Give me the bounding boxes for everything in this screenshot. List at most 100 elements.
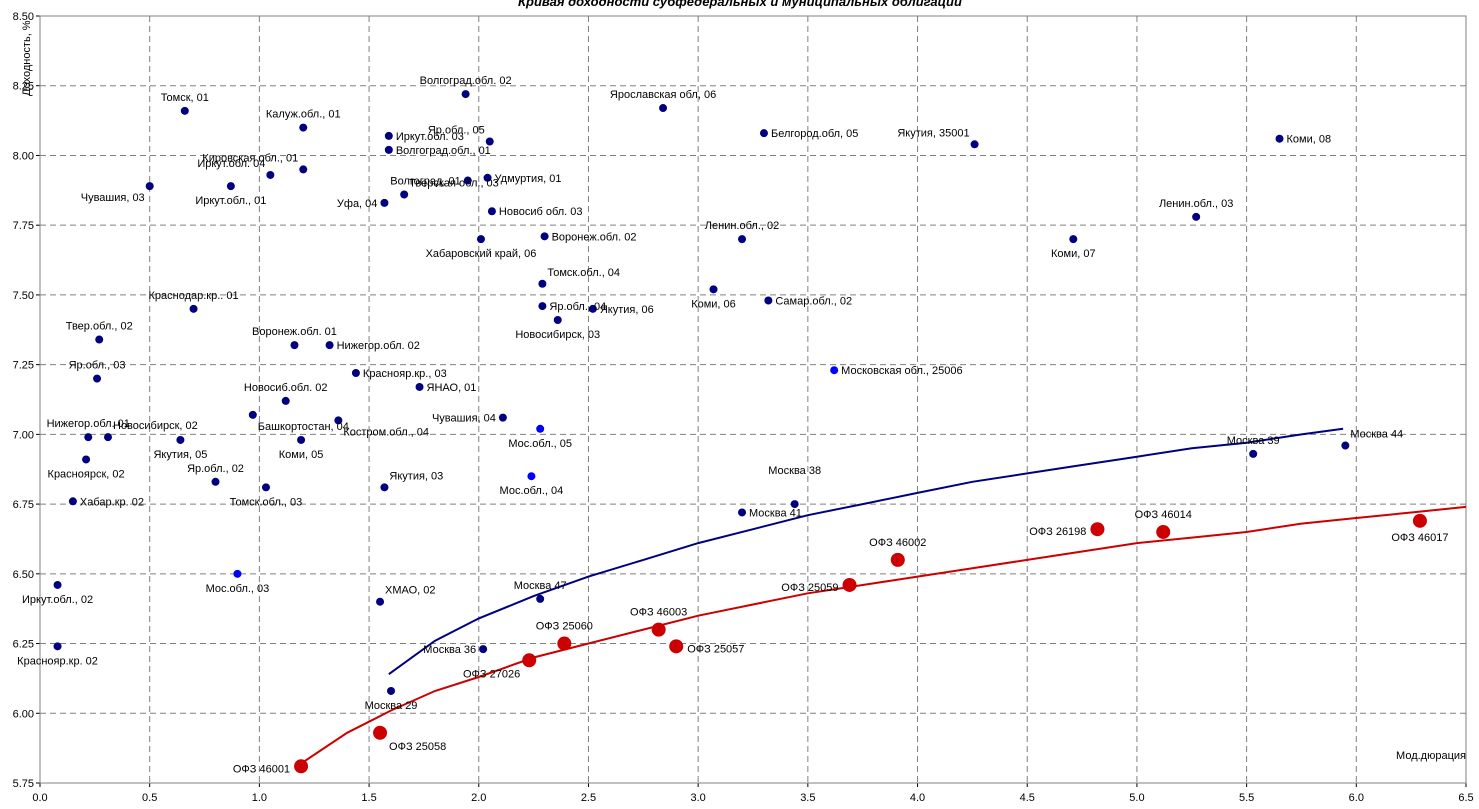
regional-point	[538, 302, 547, 311]
y-axis-label: Доходность, %	[21, 20, 33, 96]
regional-point	[299, 123, 308, 132]
chart-title: Кривая доходности субфедеральных и муниц…	[518, 0, 962, 9]
ofz-point	[669, 639, 684, 654]
point-label: Коми, 05	[279, 449, 324, 461]
regional-point	[659, 104, 668, 113]
regional-point	[68, 497, 77, 506]
point-label: Якутия, 35001	[897, 127, 969, 139]
point-label: Хабар.кр. 02	[80, 496, 144, 508]
regional-point	[380, 483, 389, 492]
x-tick-label: 2.5	[581, 792, 596, 804]
point-label: Мос.обл., 04	[500, 485, 564, 497]
x-tick-label: 6.5	[1458, 792, 1473, 804]
x-tick-label: 0.5	[142, 792, 157, 804]
regional-point	[536, 594, 545, 603]
point-label: Яр.обл., 05	[428, 125, 485, 137]
point-label: Краснояр.кр. 02	[17, 655, 98, 667]
point-label: Волгоград.обл., 01	[396, 145, 491, 157]
point-label: Тверская обл., 03	[409, 178, 499, 190]
regional-point	[709, 285, 718, 294]
y-tick-label: 6.75	[13, 499, 34, 511]
regional-point	[53, 580, 62, 589]
regional-point	[400, 190, 409, 199]
regional-point	[1069, 235, 1078, 244]
regional-point	[325, 341, 334, 350]
regional-point	[351, 369, 360, 378]
regional-point	[498, 413, 507, 422]
x-tick-label: 3.5	[800, 792, 815, 804]
point-label: Москва 29	[365, 700, 418, 712]
point-label: ОФЗ 25058	[389, 741, 446, 753]
y-tick-label: 7.00	[13, 429, 34, 441]
regional-point	[588, 304, 597, 313]
point-label: Краснодар.кр.. 01	[148, 290, 238, 302]
point-label: Кировская обл., 01	[202, 152, 298, 164]
ofz-point	[890, 552, 905, 567]
point-label: ОФЗ 25060	[536, 621, 593, 633]
y-tick-label: 6.50	[13, 569, 34, 581]
y-tick-label: 7.75	[13, 220, 34, 232]
point-label: ОФЗ 46001	[233, 763, 290, 775]
ofz-point	[294, 759, 309, 774]
point-label: Иркут.обл., 02	[22, 594, 93, 606]
point-label: Иркут.обл. 03	[396, 131, 464, 143]
regional-point	[82, 455, 91, 464]
point-label: ОФЗ 46003	[630, 607, 687, 619]
y-tick-label: 8.25	[13, 81, 34, 93]
x-tick-label: 1.0	[252, 792, 267, 804]
trend-curves	[300, 427, 1467, 765]
regional-point	[266, 170, 275, 179]
point-label: ОФЗ 25057	[687, 643, 744, 655]
x-tick-label: 1.5	[361, 792, 376, 804]
regional-point	[738, 508, 747, 517]
regional-point	[248, 410, 257, 419]
x-tick-label: 3.0	[691, 792, 706, 804]
point-label: Яр.обл., 02	[187, 463, 244, 475]
y-tick-label: 5.75	[13, 778, 34, 790]
regional-point	[297, 435, 306, 444]
x-tick-label: 4.0	[910, 792, 925, 804]
point-labels: Томск, 01 Волгоград.обл. 02 Ярославская об…	[17, 75, 1448, 775]
regional-point	[1275, 134, 1284, 143]
point-label: ЯНАО, 01	[427, 382, 477, 394]
data-points	[53, 90, 1427, 774]
regional-point	[485, 137, 494, 146]
point-label: Якутия, 03	[389, 470, 443, 482]
point-label: Москва 39	[1227, 435, 1280, 447]
regional-point	[387, 686, 396, 695]
regional-point	[380, 198, 389, 207]
point-label: Москва 44	[1350, 429, 1403, 441]
regional-point	[176, 435, 185, 444]
moscow-region-point	[527, 472, 536, 481]
point-label: Москва 47	[514, 580, 567, 592]
point-label: Коми, 08	[1287, 134, 1332, 146]
regional-point	[463, 176, 472, 185]
regional-point	[1341, 441, 1350, 450]
plot-area-border	[39, 15, 1467, 784]
regional-point	[281, 396, 290, 405]
ofz-curve-line	[300, 505, 1467, 765]
point-label: ОФЗ 27026	[463, 668, 520, 680]
regional-point	[180, 106, 189, 115]
regional-point	[790, 500, 799, 509]
regional-point	[461, 90, 470, 99]
x-tick-label: 5.5	[1239, 792, 1254, 804]
regional-point	[384, 131, 393, 140]
y-tick-label: 6.25	[13, 639, 34, 651]
point-label: Яр.обл., 04	[549, 301, 606, 313]
point-label: Чувашия, 03	[81, 192, 145, 204]
regional-point	[145, 182, 154, 191]
ofz-point	[557, 636, 572, 651]
point-label: Хабаровский край, 06	[426, 248, 537, 260]
point-label: Воронеж.обл. 01	[252, 326, 337, 338]
point-label: Томск, 01	[161, 92, 209, 104]
point-label: ОФЗ 46014	[1135, 509, 1192, 521]
x-tick-label: 2.0	[471, 792, 486, 804]
regional-point	[759, 129, 768, 138]
ofz-point	[373, 725, 388, 740]
regional-point	[415, 382, 424, 391]
point-label: ОФЗ 25059	[781, 582, 838, 594]
point-label: Яр.обл., 03	[69, 360, 126, 372]
point-label: ОФЗ 46017	[1391, 532, 1448, 544]
